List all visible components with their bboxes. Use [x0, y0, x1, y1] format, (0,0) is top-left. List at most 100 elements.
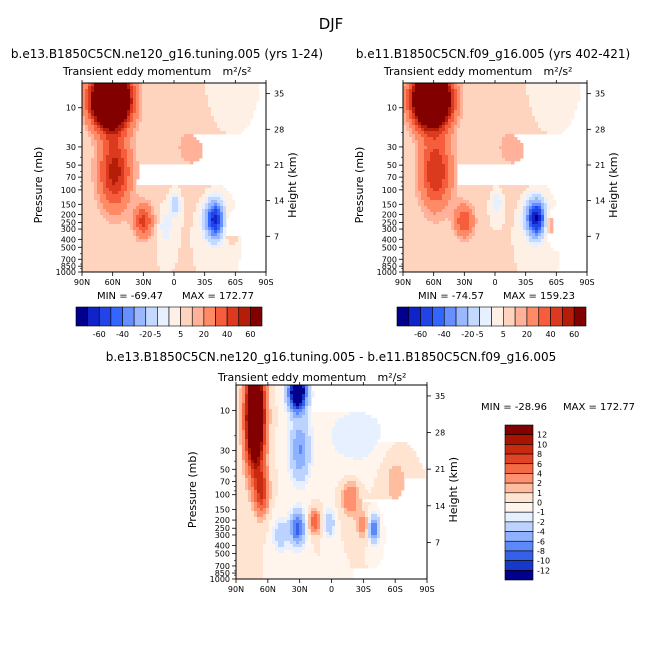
x-tick-label: 30N [292, 585, 308, 594]
colorbar-swatch [504, 482, 534, 494]
colorbar-label: 5 [501, 330, 506, 339]
colorbar-label: -1 [537, 508, 545, 517]
y-tick-label: 400 [61, 235, 76, 244]
colorbar-swatch [238, 306, 251, 327]
panel-units: m²/s² [378, 371, 407, 384]
colorbar-label: -20 [139, 330, 152, 339]
y-tick-label: 150 [215, 506, 230, 515]
y-tick-label: 500 [61, 243, 76, 252]
y-tick-label: 250 [61, 219, 76, 228]
y-tick-label: 200 [61, 211, 76, 220]
colorbar-label: -2 [537, 518, 545, 527]
colorbar-label: -40 [116, 330, 129, 339]
y-tick-label: 100 [215, 491, 230, 500]
colorbar-label: -5 [153, 330, 161, 339]
colorbar-swatch [396, 306, 410, 327]
x-tick-label: 90S [419, 585, 434, 594]
y-tick-label: 50 [220, 465, 230, 474]
min-label: MIN = -69.47 [97, 291, 163, 302]
colorbar-swatch [514, 306, 528, 327]
y-tick-label: 50 [387, 161, 397, 170]
height-tick-label: 14 [435, 502, 445, 511]
panel-subtitle: Transient eddy momentum [217, 371, 366, 384]
colorbar-swatch [504, 560, 534, 571]
y-tick-label: 150 [61, 200, 76, 209]
colorbar-swatch [203, 306, 216, 327]
y-tick-label: 500 [382, 243, 397, 252]
x-tick-label: 30N [456, 278, 472, 287]
x-tick-label: 30S [197, 278, 212, 287]
colorbar-swatch [504, 570, 534, 581]
colorbar-swatch [133, 306, 147, 327]
y-axis-label-right: Height (km) [286, 152, 299, 218]
colorbar-swatch [215, 306, 228, 327]
colorbar-label: -40 [438, 330, 451, 339]
colorbar-swatch [157, 306, 170, 327]
y-tick-label: 300 [61, 225, 76, 234]
x-tick-label: 60S [388, 585, 403, 594]
panel-units: m²/s² [544, 65, 573, 78]
colorbar-label: 12 [537, 431, 547, 440]
height-tick-label: 7 [595, 232, 600, 241]
colorbar-swatch [504, 424, 534, 435]
x-tick-label: 0 [492, 278, 497, 287]
x-tick-label: 90N [228, 585, 244, 594]
colorbar-swatch [98, 306, 112, 327]
colorbar-swatch [504, 463, 534, 474]
colorbar-swatch [250, 306, 263, 327]
min-label: MIN = -28.96 [481, 402, 547, 413]
colorbar-swatch [491, 306, 504, 327]
colorbar-label: 0 [537, 499, 542, 508]
x-tick-label: 60N [426, 278, 442, 287]
x-tick-label: 60N [105, 278, 121, 287]
colorbar-label: 10 [537, 440, 547, 449]
colorbar-swatch [479, 306, 492, 327]
y-tick-label: 50 [66, 161, 76, 170]
colorbar-swatch [443, 306, 457, 327]
y-axis-label-right: Height (km) [447, 457, 460, 523]
colorbar-label: 4 [537, 469, 542, 478]
x-tick-label: 0 [329, 585, 334, 594]
colorbar-label: -4 [537, 528, 545, 537]
colorbar-swatch [432, 306, 445, 327]
y-tick-label: 1000 [210, 575, 230, 584]
y-tick-label: 700 [382, 255, 397, 264]
page-title: DJF [319, 15, 344, 33]
colorbar-label: 1 [537, 489, 542, 498]
x-tick-label: 90N [395, 278, 411, 287]
colorbar-label: 60 [569, 330, 579, 339]
colorbar-swatch [420, 306, 433, 327]
y-tick-label: 400 [215, 541, 230, 550]
x-tick-label: 0 [171, 278, 176, 287]
panel-subtitle: Transient eddy momentum [383, 65, 532, 78]
y-tick-label: 850 [382, 262, 397, 271]
colorbar-swatch [504, 444, 534, 455]
colorbar-swatch [504, 550, 534, 561]
x-tick-label: 30S [518, 278, 533, 287]
y-tick-label: 70 [66, 173, 76, 182]
colorbar-label: -60 [414, 330, 427, 339]
y-axis-label: Pressure (mb) [32, 147, 45, 224]
colorbar-swatch [573, 306, 587, 327]
colorbar-label: -8 [537, 547, 545, 556]
y-tick-label: 10 [220, 406, 230, 415]
colorbar-left: -60 -40 -20 -5 5 20 40 60 [75, 306, 263, 339]
colorbar-label: -60 [93, 330, 106, 339]
colorbar-swatch [504, 540, 534, 552]
colorbar-swatch [504, 502, 534, 513]
colorbar-label: 40 [545, 330, 555, 339]
height-tick-label: 21 [595, 161, 605, 170]
colorbar-swatch [526, 306, 540, 327]
colorbar-label: 6 [537, 460, 542, 469]
colorbar-label: 60 [245, 330, 255, 339]
y-tick-label: 700 [61, 255, 76, 264]
colorbar-label: 40 [222, 330, 232, 339]
y-tick-label: 300 [382, 225, 397, 234]
height-tick-label: 35 [274, 90, 284, 99]
y-tick-label: 400 [382, 235, 397, 244]
colorbar-label: 20 [522, 330, 532, 339]
height-tick-label: 14 [274, 197, 284, 206]
colorbar-label: 2 [537, 479, 542, 488]
